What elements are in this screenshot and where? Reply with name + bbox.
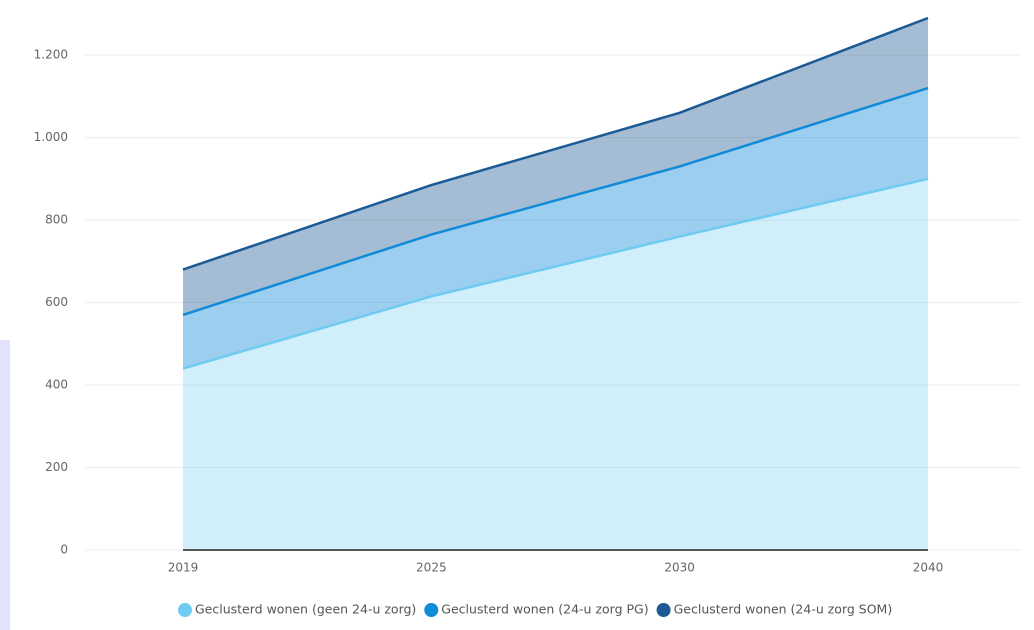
legend-label: Geclusterd wonen (24-u zorg SOM)	[674, 602, 893, 617]
x-tick-label: 2040	[913, 561, 944, 575]
x-tick-label: 2019	[168, 561, 199, 575]
y-tick-label: 200	[45, 460, 68, 474]
line	[182, 86, 929, 317]
y-tick-label: 1.200	[34, 48, 68, 62]
y-tick-label: 400	[45, 378, 68, 392]
area	[183, 178, 928, 550]
y-tick-label: 800	[45, 213, 68, 227]
area	[183, 18, 928, 315]
side-panel	[0, 340, 10, 630]
x-tick-label: 2030	[664, 561, 695, 575]
line	[182, 16, 929, 271]
y-tick-label: 600	[45, 295, 68, 309]
y-tick-label: 0	[60, 543, 68, 557]
legend-marker	[424, 603, 439, 617]
line	[182, 177, 929, 370]
legend-label: Geclusterd wonen (24-u zorg PG)	[441, 602, 648, 617]
area	[183, 88, 928, 369]
y-tick-label: 1.000	[34, 130, 68, 144]
x-tick-label: 2025	[416, 561, 447, 575]
legend-marker	[656, 603, 671, 617]
legend-marker	[178, 603, 192, 617]
legend-label: Geclusterd wonen (geen 24-u zorg)	[195, 602, 416, 617]
